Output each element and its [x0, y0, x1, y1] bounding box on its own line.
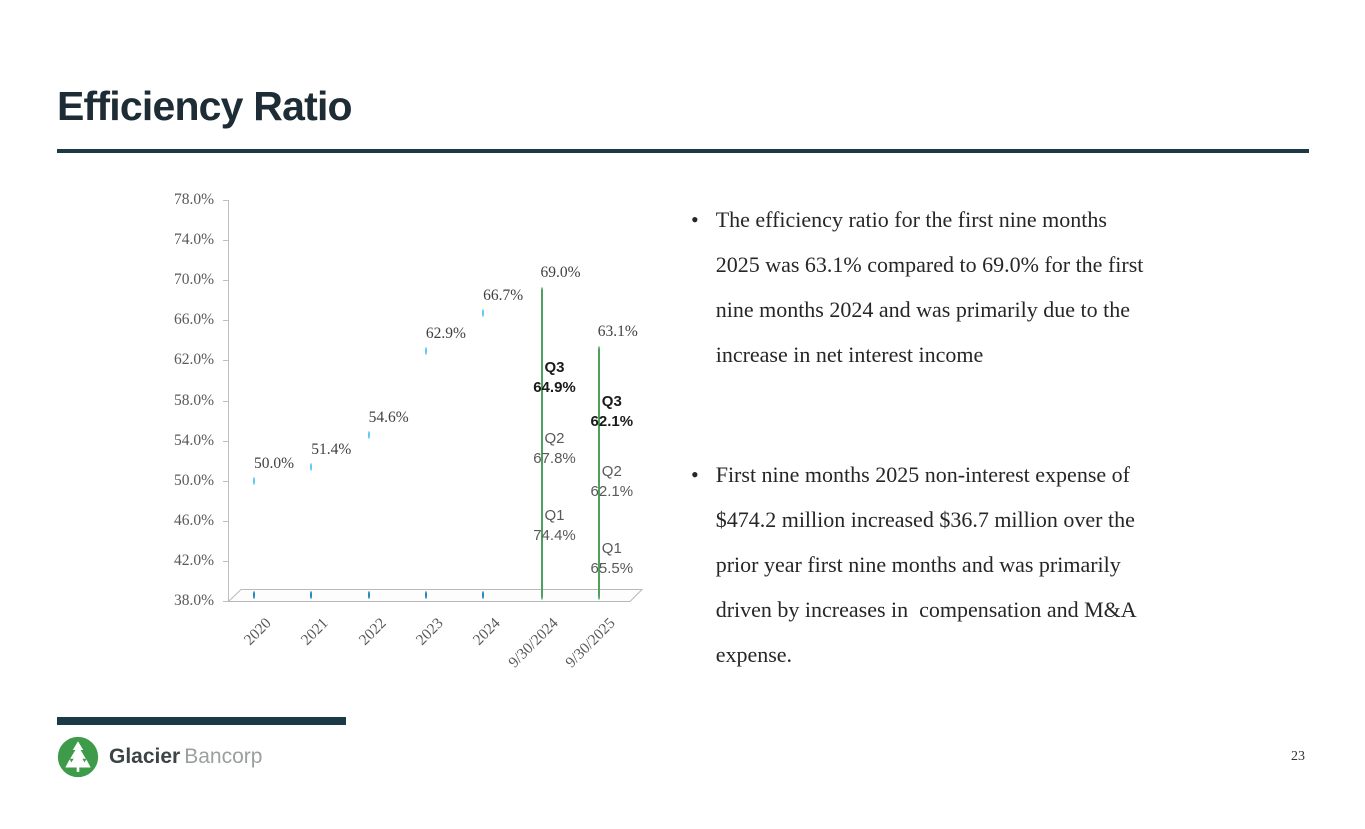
quarter-label: Q1: [601, 539, 622, 557]
quarter-label: Q2: [601, 462, 622, 480]
bullet-line: expense.: [715, 642, 793, 667]
quarter-annotation-q3: Q3 62.1%: [564, 392, 660, 432]
y-axis-tick: [223, 240, 228, 242]
quarter-label: Q1: [544, 506, 565, 524]
footer-accent-bar: [57, 717, 346, 725]
quarter-value: 74.4%: [533, 526, 576, 544]
bullet-line: prior year first nine months and was pri…: [715, 552, 1121, 577]
y-axis-tick-label: 74.0%: [173, 231, 214, 249]
bullet-line: $474.2 million increased $36.7 million o…: [715, 507, 1135, 532]
brand-name-glacier: Glacier: [109, 745, 181, 768]
title-underline: [57, 149, 1309, 153]
bar-value-label: 66.7%: [483, 287, 524, 305]
y-axis-tick: [223, 360, 228, 362]
chart-floor-3d: [228, 589, 643, 602]
bar-value-label: 54.6%: [368, 408, 409, 426]
quarter-label: Q3: [544, 359, 565, 377]
glacier-tree-icon: [57, 736, 99, 778]
quarter-annotation-q3: Q3 64.9%: [507, 358, 603, 398]
y-axis-tick: [223, 280, 228, 282]
quarter-annotation-q2: Q2 62.1%: [564, 462, 660, 502]
quarter-value: 67.8%: [533, 449, 576, 467]
bullet-line: increase in net interest income: [715, 342, 984, 367]
bullet-line: The efficiency ratio for the first nine …: [715, 207, 1107, 232]
quarter-value: 62.1%: [590, 412, 634, 430]
y-axis-tick: [223, 200, 228, 201]
bar-value-label: 51.4%: [311, 440, 352, 458]
bar-9/30/2025: [597, 346, 600, 600]
bar-value-label: 50.0%: [253, 454, 295, 472]
y-axis-tick: [223, 320, 228, 322]
quarter-value: 64.9%: [533, 379, 576, 397]
y-axis-tick-label: 50.0%: [173, 471, 214, 489]
y-axis-tick-label: 62.0%: [173, 351, 214, 369]
y-axis-tick-label: 38.0%: [173, 592, 214, 609]
bar-9/30/2024: [540, 287, 543, 600]
bullet-line: driven by increases in compensation and …: [715, 597, 1137, 622]
quarter-annotation-q2: Q2 67.8%: [507, 429, 603, 469]
page-number: 23: [1291, 749, 1305, 764]
quarter-label: Q2: [544, 429, 565, 447]
y-axis-tick-label: 58.0%: [173, 391, 214, 409]
y-axis-tick-label: 66.0%: [173, 311, 214, 329]
glacier-bancorp-logo: Glacier Bancorp: [57, 736, 262, 778]
bullet-text: First nine months 2025 non-interest expe…: [716, 452, 1137, 677]
bar-value-label: 69.0%: [540, 264, 581, 282]
y-axis-tick: [223, 400, 228, 402]
quarter-value: 65.5%: [590, 559, 634, 577]
plot-area: 78.0% 74.0% 70.0% 66.0% 62.0% 58.0% 54.0% 50.0%…: [174, 191, 643, 671]
quarter-annotation-q1: Q1 65.5%: [564, 539, 660, 579]
y-axis-tick: [223, 520, 228, 522]
bar-value-label: 63.1%: [597, 323, 638, 341]
bullet-line: 2025 was 63.1% compared to 69.0% for the…: [715, 252, 1144, 277]
brand-name-bancorp: Bancorp: [184, 745, 263, 768]
bullet-list: • The efficiency ratio for the first nin…: [691, 197, 1341, 677]
y-axis-tick: [223, 560, 228, 562]
y-axis-tick-label: 70.0%: [173, 271, 214, 289]
logo-wordmark: Glacier Bancorp: [109, 736, 262, 778]
y-axis-tick: [223, 480, 228, 482]
bullet-line: First nine months 2025 non-interest expe…: [715, 462, 1130, 487]
y-axis-tick-label: 46.0%: [173, 511, 214, 529]
bar-value-label: 62.9%: [425, 325, 466, 343]
y-axis-tick-label: 54.0%: [173, 431, 214, 449]
y-axis-line: [228, 200, 229, 601]
bullet-text: The efficiency ratio for the first nine …: [716, 197, 1144, 377]
bullet-marker: •: [691, 207, 699, 232]
bullet-marker: •: [691, 462, 699, 487]
y-axis-tick-label: 78.0%: [173, 191, 214, 208]
page-title: Efficiency Ratio: [57, 83, 353, 129]
y-axis-tick: [223, 601, 228, 602]
y-axis-tick: [223, 440, 228, 442]
quarter-annotation-q1: Q1 74.4%: [507, 506, 603, 546]
quarter-value: 62.1%: [590, 482, 634, 500]
bullet-item-2: • First nine months 2025 non-interest ex…: [691, 452, 1341, 677]
bullet-item-1: • The efficiency ratio for the first nin…: [691, 197, 1341, 377]
y-axis-tick-label: 42.0%: [173, 551, 214, 569]
bullet-line: nine months 2024 and was primarily due t…: [715, 297, 1130, 322]
quarter-label: Q3: [601, 392, 622, 410]
